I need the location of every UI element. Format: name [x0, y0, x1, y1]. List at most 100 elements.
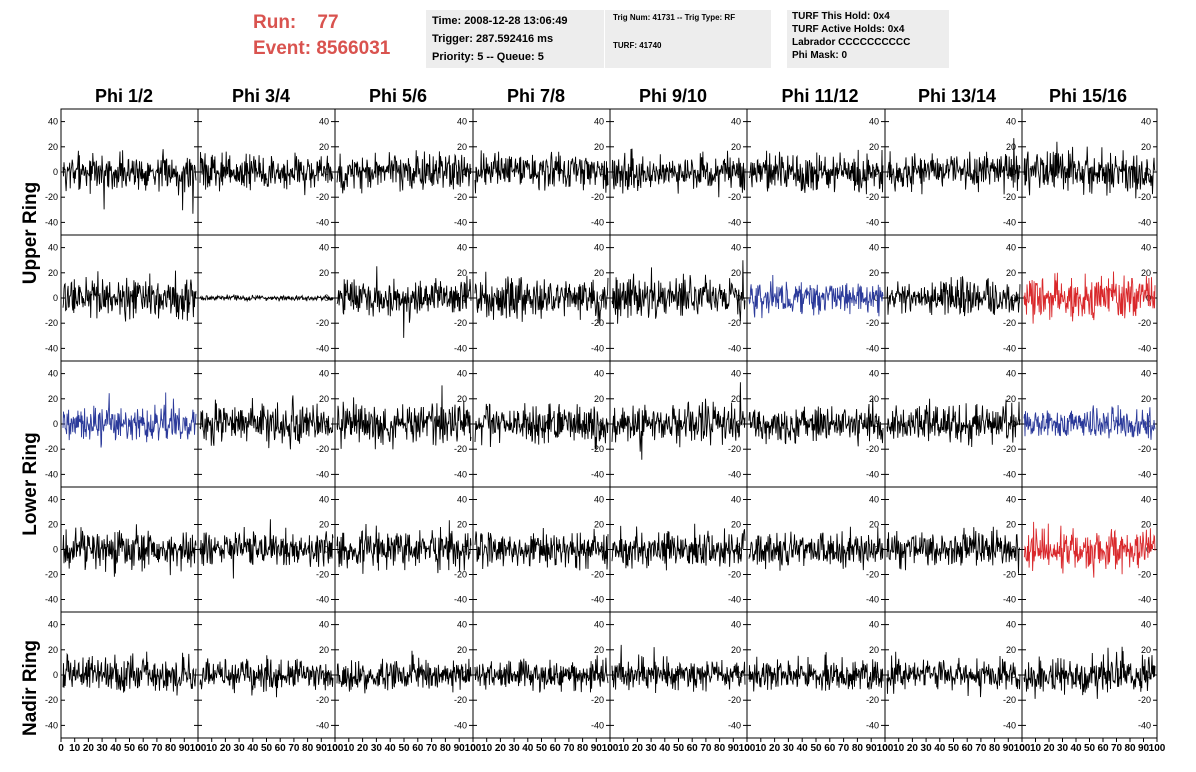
- y-tick-label: 0: [53, 167, 58, 177]
- y-tick-label: 0: [53, 670, 58, 680]
- turf-active-holds-text: TURF Active Holds: 0x4: [792, 24, 905, 35]
- x-tick-label: 90: [866, 743, 878, 754]
- waveform-trace: [748, 274, 884, 319]
- x-tick-label: 40: [385, 743, 397, 754]
- waveform-panel-r4-c0: 40 20 0 -20 -40: [45, 611, 199, 739]
- y-tick-label: 20: [869, 520, 879, 530]
- waveform-trace: [611, 644, 746, 694]
- y-tick-label: -40: [591, 720, 604, 730]
- x-tick-label: 70: [975, 743, 987, 754]
- x-tick-label: 60: [138, 743, 150, 754]
- y-tick-label: -40: [866, 469, 879, 479]
- y-tick-label: 0: [53, 545, 58, 555]
- y-tick-label: 20: [1006, 520, 1016, 530]
- x-tick-label: 30: [783, 743, 795, 754]
- x-tick-label: 20: [632, 743, 644, 754]
- y-tick-label: -40: [316, 343, 329, 353]
- y-tick-label: 20: [731, 520, 741, 530]
- y-tick-label: -20: [316, 192, 329, 202]
- waveform-trace: [748, 526, 884, 571]
- waveform-panel-r4-c6: 40 20 0 -20 -40: [884, 611, 1023, 739]
- y-tick-label: 40: [731, 243, 741, 253]
- x-tick-label: 100: [602, 743, 619, 754]
- y-tick-label: 20: [457, 645, 467, 655]
- y-tick-label: 40: [869, 620, 879, 630]
- y-tick-label: 20: [869, 142, 879, 152]
- y-tick-label: 20: [319, 394, 329, 404]
- x-tick-label: 70: [1111, 743, 1123, 754]
- y-tick-label: -20: [728, 570, 741, 580]
- y-tick-label: 40: [1141, 117, 1151, 127]
- turf-info-panel: TURF This Hold: 0x4 TURF Active Holds: 0…: [787, 10, 949, 68]
- labrador-text: Labrador CCCCCCCCCC: [792, 37, 911, 48]
- y-tick-label: 20: [1141, 268, 1151, 278]
- x-tick-label: 80: [852, 743, 864, 754]
- y-tick-label: -20: [866, 192, 879, 202]
- x-tick-label: 60: [412, 743, 424, 754]
- y-tick-label: 40: [1006, 620, 1016, 630]
- waveform-trace: [336, 266, 472, 338]
- y-tick-label: 20: [731, 645, 741, 655]
- y-tick-label: 40: [594, 243, 604, 253]
- waveform-trace: [886, 526, 1021, 574]
- x-tick-label: 70: [700, 743, 712, 754]
- x-tick-label: 100: [190, 743, 207, 754]
- y-tick-label: -20: [316, 695, 329, 705]
- x-tick-label: 0: [195, 743, 201, 754]
- waveform-panel-r0-c5: 40 20 0 -20 -40: [746, 108, 886, 236]
- y-tick-label: 20: [869, 645, 879, 655]
- y-tick-label: 20: [731, 142, 741, 152]
- y-tick-label: -20: [454, 444, 467, 454]
- y-tick-label: 40: [731, 620, 741, 630]
- y-tick-label: 20: [1006, 142, 1016, 152]
- x-tick-label: 90: [591, 743, 603, 754]
- y-tick-label: 20: [48, 645, 58, 655]
- y-tick-label: -40: [454, 469, 467, 479]
- y-tick-label: 20: [48, 394, 58, 404]
- waveform-trace: [474, 527, 609, 571]
- x-tick-label: 10: [618, 743, 630, 754]
- x-tick-label: 70: [288, 743, 300, 754]
- y-tick-label: 40: [319, 117, 329, 127]
- waveform-trace: [474, 655, 609, 693]
- waveform-trace: [1023, 646, 1156, 699]
- y-tick-label: -40: [45, 469, 58, 479]
- y-tick-label: 20: [319, 142, 329, 152]
- y-tick-label: 0: [736, 545, 741, 555]
- waveform-trace: [886, 138, 1021, 195]
- x-tick-label: 50: [948, 743, 960, 754]
- y-tick-label: -20: [591, 444, 604, 454]
- y-tick-label: -40: [591, 469, 604, 479]
- x-tick-label: 30: [646, 743, 658, 754]
- y-tick-label: 20: [1141, 394, 1151, 404]
- y-tick-label: -40: [1138, 595, 1151, 605]
- y-tick-label: -40: [866, 343, 879, 353]
- waveform-trace: [199, 519, 334, 579]
- y-tick-label: 40: [1141, 495, 1151, 505]
- y-tick-label: -40: [1003, 469, 1016, 479]
- x-tick-label: 90: [1003, 743, 1015, 754]
- x-tick-label: 20: [1043, 743, 1055, 754]
- x-tick-label: 20: [357, 743, 369, 754]
- run-value: 77: [317, 12, 339, 33]
- x-tick-label: 0: [1019, 743, 1025, 754]
- column-header-phi-3-4: Phi 3/4: [231, 86, 291, 106]
- waveform-trace: [886, 398, 1021, 448]
- y-tick-label: 20: [1006, 645, 1016, 655]
- y-tick-label: -20: [728, 444, 741, 454]
- y-tick-label: 0: [1011, 293, 1016, 303]
- y-tick-label: -20: [316, 444, 329, 454]
- event-value: 8566031: [316, 38, 391, 59]
- x-tick-label: 80: [440, 743, 452, 754]
- y-tick-label: -20: [45, 318, 58, 328]
- y-tick-label: 40: [594, 369, 604, 379]
- waveform-trace: [611, 382, 746, 460]
- x-tick-label: 30: [509, 743, 521, 754]
- time-info-panel: Time: 2008-12-28 13:06:49 Trigger: 287.5…: [426, 10, 604, 68]
